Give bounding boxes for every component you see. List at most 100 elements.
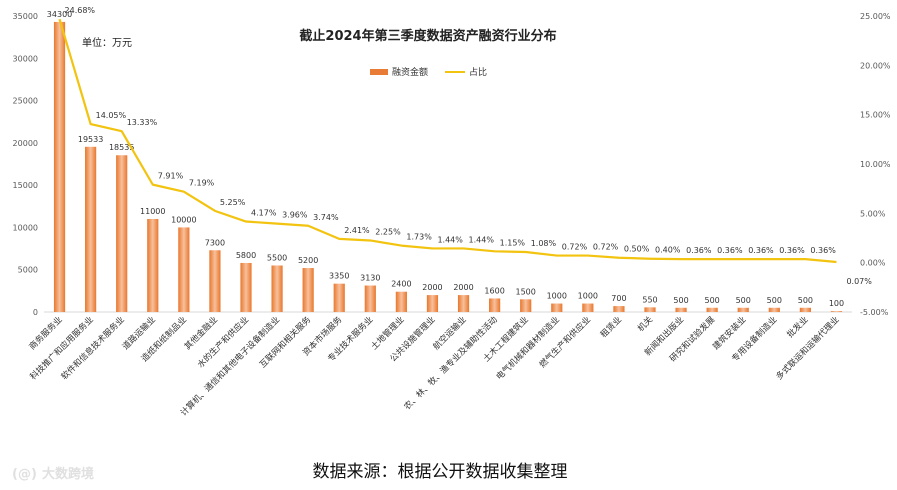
right-y-tick-label: 25.00% [860, 12, 891, 21]
bar-value-label: 1000 [578, 292, 598, 301]
ratio-value-label: 3.96% [282, 211, 308, 220]
legend: 融资金额 占比 [370, 66, 487, 78]
bar [333, 283, 345, 312]
watermark-text: 大数跨境 [42, 466, 94, 482]
ratio-value-label: 0.36% [779, 246, 805, 255]
ratio-value-label: 0.50% [624, 245, 650, 254]
right-y-tick-label: 5.00% [860, 209, 886, 218]
left-y-tick-label: 20000 [13, 139, 38, 148]
bar-value-label: 3130 [360, 274, 380, 283]
bar [426, 295, 439, 312]
bar-value-label: 3350 [329, 272, 349, 281]
bar [271, 265, 283, 312]
bar [209, 250, 221, 312]
legend-line-label: 占比 [469, 66, 487, 78]
ratio-line [58, 18, 837, 264]
left-y-tick-label: 30000 [13, 54, 38, 63]
bar [520, 299, 532, 312]
ratio-value-label: 3.74% [313, 213, 339, 222]
chart-title: 截止2024年第三季度数据资产融资行业分布 [299, 28, 556, 44]
bar [706, 307, 718, 312]
bar [178, 227, 190, 312]
bar-value-label: 5500 [267, 253, 287, 262]
ratio-value-label: 1.15% [500, 238, 526, 247]
bar-value-label: 34300 [47, 10, 72, 19]
bar-value-label: 7300 [205, 238, 225, 247]
bar-series: 34300 19533 18535 11000 10000 7300 5800 5500 520… [47, 10, 844, 312]
bar [644, 307, 656, 312]
ratio-value-label: 4.17% [251, 209, 277, 218]
ratio-value-label: 24.68% [65, 6, 96, 15]
category-label: 互联网和相关服务 [257, 314, 313, 370]
bar [85, 146, 97, 312]
ratio-value-label: 1.08% [531, 239, 557, 248]
bar-value-label: 100 [829, 299, 844, 308]
left-y-tick-label: 25000 [13, 97, 38, 106]
bar-value-label: 18535 [109, 143, 134, 152]
unit-label: 单位：万元 [82, 36, 132, 49]
bar-value-label: 700 [611, 294, 626, 303]
ratio-value-label: 0.07% [846, 277, 872, 286]
ratio-value-label: 1.73% [406, 233, 432, 242]
ratio-value-label: 2.41% [344, 226, 370, 235]
category-label: 燃气生产和供应业 [537, 314, 593, 370]
ratio-value-label: 0.72% [593, 243, 619, 252]
bar [551, 303, 563, 312]
right-y-tick-label: 10.00% [860, 160, 891, 169]
ratio-value-label: 0.36% [810, 246, 836, 255]
ratio-value-label: 0.36% [748, 246, 774, 255]
bar [302, 268, 314, 312]
bar-value-label: 2400 [391, 280, 411, 289]
bar [613, 306, 625, 312]
bar-value-label: 5200 [298, 256, 318, 265]
bar-value-label: 1600 [484, 286, 504, 295]
category-label: 机关 [635, 314, 655, 334]
bar [116, 155, 128, 312]
ratio-line-series: 24.68% 14.05%13.33% 7.91% 7.19% 5.25% 4.17% 3.… [58, 6, 872, 286]
bar-value-label: 500 [798, 296, 813, 305]
category-label: 批发业 [785, 314, 811, 340]
bar-value-label: 1000 [547, 292, 567, 301]
ratio-value-label: 1.44% [437, 235, 463, 244]
ratio-value-label: 5.25% [220, 198, 246, 207]
bar-value-label: 5800 [236, 251, 256, 260]
bar [830, 311, 843, 312]
right-y-tick-label: -5.00% [860, 308, 889, 317]
bar-value-label: 500 [673, 296, 688, 305]
ratio-value-label: 7.19% [189, 179, 215, 188]
bar [240, 262, 252, 312]
category-label: 租赁业 [598, 314, 624, 340]
left-y-tick-label: 5000 [18, 266, 38, 275]
ratio-value-label: 0.40% [655, 246, 681, 255]
bar [53, 21, 66, 312]
bar-value-label: 1500 [516, 287, 536, 296]
ratio-value-label: 0.36% [686, 246, 712, 255]
ratio-value-label: 13.33% [127, 118, 158, 127]
bar-value-label: 2000 [453, 283, 473, 292]
left-y-tick-label: 10000 [13, 223, 38, 232]
category-label: 水的生产和供应业 [195, 314, 251, 370]
bar [768, 307, 780, 312]
legend-bar-swatch [370, 69, 388, 75]
right-y-tick-label: 0.00% [860, 259, 886, 268]
left-y-tick-label: 0 [33, 308, 38, 317]
bar-value-label: 500 [767, 296, 782, 305]
bar-value-label: 10000 [171, 215, 196, 224]
ratio-value-label: 0.36% [717, 246, 743, 255]
right-y-tick-label: 20.00% [860, 61, 891, 70]
category-axis-labels: 商务服务业科技推广和应用服务业软件和信息技术服务业道路运输业造纸和纸制品业其他金… [27, 314, 842, 418]
bar [147, 218, 159, 312]
right-y-axis: -5.00% 0.00% 5.00% 10.00% 15.00% 20.00% 25.00% [860, 12, 891, 317]
bar-value-label: 11000 [140, 207, 165, 216]
ratio-value-label: 2.25% [375, 227, 401, 236]
bar-value-label: 500 [705, 296, 720, 305]
bar [737, 307, 749, 312]
bar [489, 298, 501, 312]
bar-value-label: 500 [736, 296, 751, 305]
watermark: (@) 大数跨境 [12, 466, 94, 482]
ratio-value-label: 14.05% [96, 111, 127, 120]
right-y-tick-label: 15.00% [860, 111, 891, 120]
left-y-axis: 0 5000 10000 15000 20000 25000 30000 35000 [13, 12, 852, 317]
ratio-value-label: 0.72% [562, 243, 588, 252]
left-y-tick-label: 15000 [13, 181, 38, 190]
